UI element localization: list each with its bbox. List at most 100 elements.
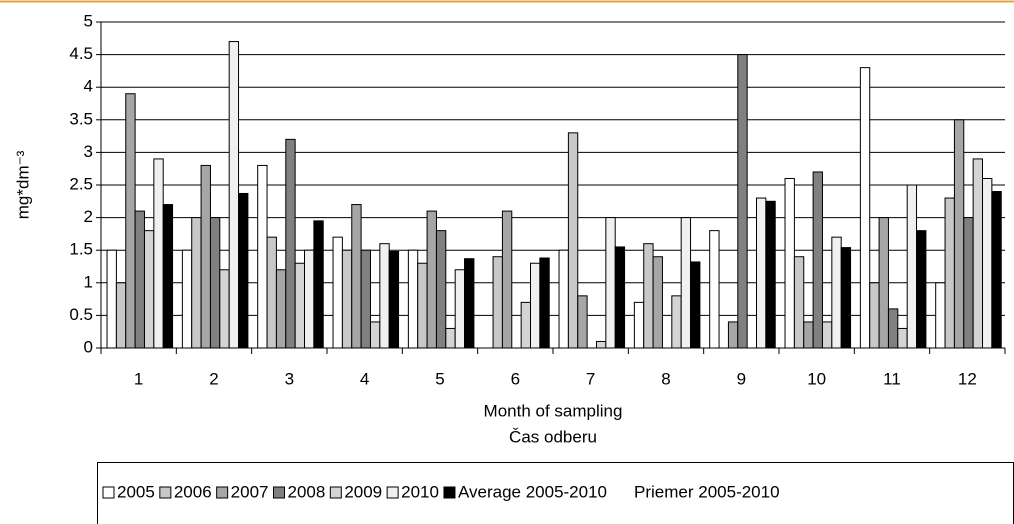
bar [417, 262, 428, 349]
bar [351, 204, 362, 349]
bar [595, 340, 607, 349]
bar [341, 249, 353, 349]
bar [727, 321, 739, 349]
bar [332, 236, 343, 349]
y-tick-label: 0.5 [69, 305, 93, 324]
bar [134, 210, 145, 349]
bar [209, 217, 221, 349]
x-axis-label: Month of sampling [484, 401, 623, 420]
bar [680, 217, 692, 349]
bar [219, 269, 230, 349]
bar [520, 301, 532, 349]
x-tick-label: 9 [737, 369, 746, 388]
bar [388, 251, 400, 349]
bar [238, 192, 249, 349]
y-axis-label: mg*dm⁻³ [13, 150, 32, 219]
x-tick-label: 11 [883, 369, 901, 388]
legend-swatch [329, 486, 342, 499]
legend-label: 2006 [174, 482, 212, 501]
bar [821, 321, 833, 349]
bar [266, 236, 277, 349]
bar [897, 327, 908, 349]
bar [737, 54, 748, 349]
bar [643, 243, 654, 349]
legend-swatch [159, 486, 172, 499]
bar [935, 282, 946, 349]
bar [304, 249, 315, 349]
bar [953, 119, 965, 349]
bar [369, 321, 381, 349]
bar [972, 158, 984, 349]
bar [313, 220, 324, 349]
bar [567, 132, 579, 349]
bar [285, 138, 296, 349]
bar [106, 249, 117, 349]
y-tick-label: 0 [84, 337, 93, 356]
legend-label: 2009 [344, 482, 382, 501]
bar [539, 257, 550, 349]
legend-label: 2010 [401, 482, 439, 501]
x-tick-label: 7 [586, 369, 595, 388]
bar [492, 256, 503, 349]
bar [228, 41, 240, 349]
y-tick-label: 1 [84, 272, 93, 291]
bar [445, 327, 456, 349]
bar [530, 262, 541, 349]
bar [633, 301, 645, 349]
x-tick-label: 12 [958, 369, 977, 388]
bar [162, 204, 174, 349]
bar [153, 158, 164, 349]
y-tick-label: 5 [84, 11, 93, 30]
legend-swatch [216, 486, 229, 499]
bar [605, 217, 616, 349]
bar [275, 269, 287, 349]
bar [652, 256, 663, 349]
bar [426, 210, 437, 349]
legend-label: 2008 [287, 482, 325, 501]
bar [963, 217, 974, 349]
x-tick-label: 3 [285, 369, 294, 388]
y-tick-label: 4.5 [69, 44, 93, 63]
bar [200, 164, 211, 349]
bar [878, 217, 889, 349]
y-tick-label: 1.5 [69, 240, 93, 259]
y-tick-label: 4 [84, 77, 93, 96]
y-tick-label: 2 [84, 207, 93, 226]
bar [125, 93, 136, 349]
bar [257, 164, 268, 349]
legend-swatch [102, 486, 115, 499]
bar [906, 184, 918, 349]
bar [690, 261, 701, 349]
bar [840, 247, 852, 349]
x-tick-label: 6 [511, 369, 520, 388]
legend-swatch [443, 486, 456, 499]
bar [831, 236, 842, 349]
x-tick-label: 1 [134, 369, 143, 388]
legend-swatch [386, 486, 399, 499]
bar [360, 249, 371, 349]
x-tick-label: 8 [661, 369, 670, 388]
legend-label: Average 2005-2010 [458, 482, 607, 501]
y-tick-label: 2.5 [69, 174, 93, 193]
bar [916, 230, 927, 349]
legend-label: 2005 [117, 482, 155, 501]
x-tick-label: 4 [360, 369, 369, 388]
bar [803, 321, 814, 349]
bar [887, 308, 899, 349]
y-tick-label: 3 [84, 142, 93, 161]
bar [756, 197, 767, 349]
legend-note: Priemer 2005-2010 [634, 482, 780, 501]
bar [454, 269, 466, 349]
bar [558, 249, 569, 349]
bar [793, 256, 805, 349]
bar [407, 249, 419, 349]
legend-swatch [272, 486, 285, 499]
x-tick-label: 10 [807, 369, 826, 388]
bar [191, 217, 202, 349]
bar [982, 177, 993, 349]
bar [143, 230, 155, 349]
bar [812, 171, 823, 349]
bar [869, 282, 880, 349]
legend-label: 2007 [231, 482, 269, 501]
y-tick-label: 3.5 [69, 109, 93, 128]
